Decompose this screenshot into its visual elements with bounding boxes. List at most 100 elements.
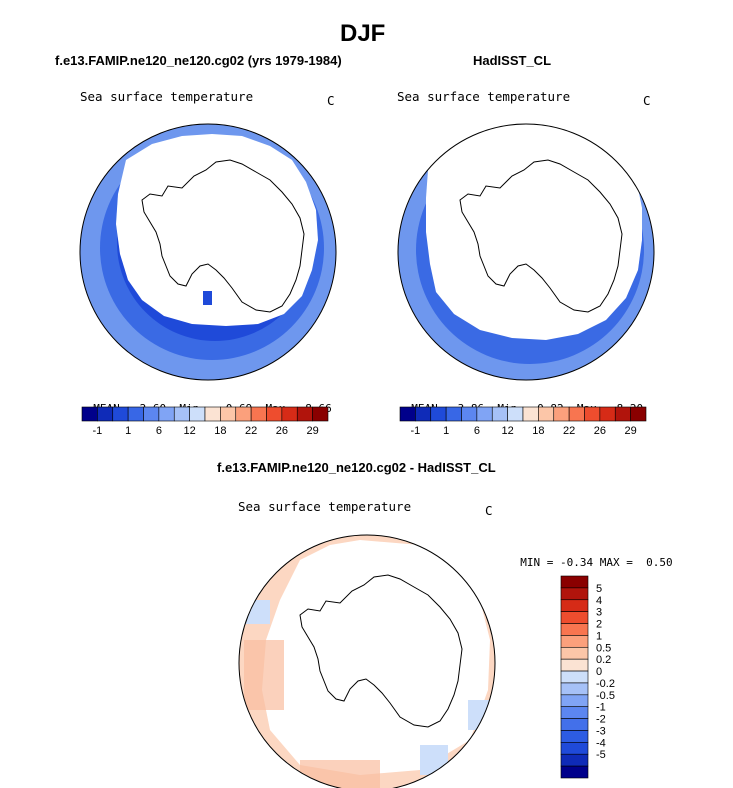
colorbar-swatch [204,406,221,422]
colorbar-swatch [281,406,298,422]
panel-header-model: f.e13.FAMIP.ne120_ne120.cg02 (yrs 1979-1… [55,53,342,68]
colorbar-tick-label: 18 [532,425,544,437]
colorbar-tick-label: 1 [443,425,449,437]
colorbar-tick-label: 6 [474,425,480,437]
colorbar-tick-label: 6 [156,425,162,437]
colorbar-tick-label: 26 [594,425,606,437]
colorbar-swatch [560,765,589,779]
variable-label-obs: Sea surface temperature [397,89,571,104]
colorbar-swatch [560,575,589,589]
map-diff [239,535,495,788]
colorbar-tick-label: 12 [502,425,514,437]
colorbar-swatch [266,406,283,422]
max-value: 0.50 [646,556,673,569]
colorbar-swatch [560,753,589,767]
colorbar-swatch [112,406,129,422]
colorbar-swatch [491,406,508,422]
colorbar-swatch [553,406,570,422]
colorbar-tick-label: 29 [625,425,637,437]
units-label-diff: C [485,503,493,518]
panel-header-obs: HadISST_CL [473,53,552,68]
variable-label-diff: Sea surface temperature [238,499,412,514]
colorbar-swatch [461,406,478,422]
colorbar-swatch [560,635,589,648]
colorbar-swatch [560,718,589,731]
colorbar-swatch [476,406,493,422]
colorbar-swatch [614,406,631,422]
map-model [80,124,336,380]
colorbar-swatch [143,406,160,422]
colorbar-swatch [560,587,589,601]
colorbar-swatch [127,406,144,422]
colorbar-tick-label: -1 [410,425,420,437]
variable-label-model: Sea surface temperature [80,89,254,104]
colorbar-swatch [430,406,447,422]
colorbar-swatch [81,406,98,422]
colorbar-tick-label: -2 [596,714,606,726]
colorbar-obs: -1 1 6 12 18 22 26 29 [399,406,647,437]
colorbar-swatch [560,599,589,612]
colorbar-swatch [189,406,206,422]
colorbar-swatch [296,406,313,422]
stats-diff: MIN = -0.34 MAX = 0.50 [507,543,673,569]
colorbar-swatch [560,742,589,755]
colorbar-tick-label: 1 [125,425,131,437]
colorbar-tick-label: 0.5 [596,642,611,654]
colorbar-tick-label: -4 [596,737,606,749]
colorbar-tick-label: 22 [245,425,257,437]
colorbar-swatch [584,406,601,422]
colorbar-swatch [235,406,252,422]
colorbar-tick-label: -0.2 [596,678,615,690]
colorbar-model: -1 1 6 12 18 22 26 29 [81,406,329,437]
colorbar-tick-label: -1 [92,425,102,437]
colorbar-tick-label: -5 [596,749,606,761]
colorbar-tick-label: 3 [596,607,602,619]
colorbar-swatch [560,670,589,684]
colorbar-swatch [560,682,589,696]
colorbar-swatch [568,406,585,422]
colorbar-swatch [599,406,616,422]
colorbar-swatch [250,406,267,422]
colorbar-tick-label: 18 [214,425,226,437]
colorbar-swatch [560,730,589,743]
colorbar-swatch [399,406,416,422]
figure-title: DJF [340,20,386,47]
min-label: MIN = [520,556,554,569]
colorbar-swatch [415,406,432,422]
min-value: -0.34 [560,556,594,569]
colorbar-tick-label: 0.2 [596,654,611,666]
colorbar-swatch [445,406,462,422]
colorbar-swatch [538,406,555,422]
colorbar-swatch [560,646,589,660]
colorbar-tick-label: -0.5 [596,690,615,702]
colorbar-tick-label: 26 [276,425,288,437]
colorbar-tick-label: -1 [596,702,606,714]
colorbar-tick-label: 2 [596,619,602,631]
max-label: MAX = [599,556,633,569]
colorbar-swatch [173,406,190,422]
colorbar-swatch [630,406,647,422]
colorbar-tick-label: 0 [596,666,602,678]
colorbar-tick-label: 5 [596,583,602,595]
colorbar-swatch [560,658,589,672]
map-obs [398,124,654,380]
colorbar-tick-label: -3 [596,725,606,737]
colorbar-tick-label: 22 [563,425,575,437]
colorbar-swatch [560,611,589,624]
colorbar-tick-label: 29 [307,425,319,437]
colorbar-swatch [312,406,329,422]
colorbar-swatch [522,406,539,422]
colorbar-tick-label: 4 [596,595,602,607]
colorbar-swatch [220,406,237,422]
colorbar-tick-label: 12 [184,425,196,437]
colorbar-swatch [560,694,589,708]
units-label-obs: C [643,93,651,108]
colorbar-swatch [97,406,114,422]
colorbar-swatch [560,706,589,719]
units-label-model: C [327,93,335,108]
colorbar-swatch [158,406,175,422]
colorbar-swatch [507,406,524,422]
colorbar-swatch [560,623,589,636]
